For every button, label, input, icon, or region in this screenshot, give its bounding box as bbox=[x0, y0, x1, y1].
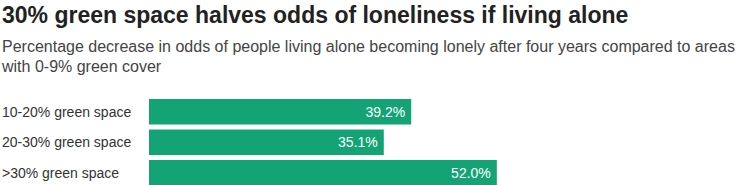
bar bbox=[149, 99, 411, 125]
category-label: 20-30% green space bbox=[2, 134, 131, 150]
labels: 10-20% green space 39.2% 20-30% green spac… bbox=[2, 104, 491, 181]
subtitle: Percentage decrease in odds of people li… bbox=[2, 37, 747, 77]
bars bbox=[149, 99, 497, 185]
bar bbox=[149, 130, 384, 156]
plot: 10-20% green space 39.2% 20-30% green spac… bbox=[0, 0, 754, 185]
data-label: 52.0% bbox=[451, 165, 491, 181]
bar bbox=[149, 160, 497, 185]
data-label: 35.1% bbox=[338, 134, 378, 150]
title: 30% green space halves odds of lonelines… bbox=[2, 2, 628, 29]
data-label: 39.2% bbox=[366, 104, 406, 120]
category-label: >30% green space bbox=[2, 165, 119, 181]
category-label: 10-20% green space bbox=[2, 104, 131, 120]
